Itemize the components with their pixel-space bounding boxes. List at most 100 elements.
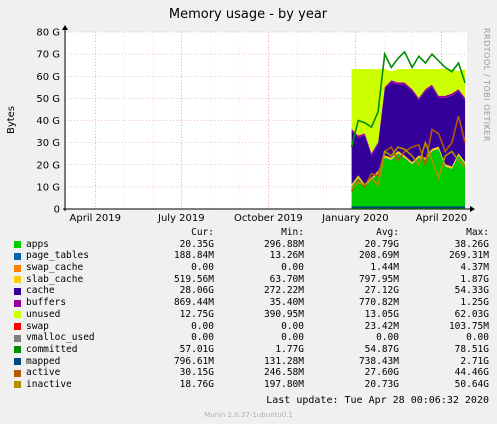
legend-label: cache — [26, 285, 55, 297]
x-tick-label: October 2019 — [234, 213, 303, 224]
legend-row-inactive: inactive 18.76G 197.80M 20.73G 50.64G — [14, 379, 489, 391]
legend-label: committed — [26, 343, 78, 355]
legend-cur: 0.00 — [191, 320, 214, 332]
legend-avg: 738.43M — [358, 355, 399, 367]
legend-swatch — [14, 369, 21, 377]
legend-min: 197.80M — [263, 378, 304, 390]
legend-min: 131.28M — [263, 355, 304, 367]
legend-row-apps: apps 20.35G 296.88M 20.79G 38.26G — [14, 239, 489, 251]
memory-chart: Memory usage - by year Bytes RRDTOOL / T… — [6, 7, 491, 224]
legend-min: 390.95M — [263, 308, 304, 320]
legend-label: apps — [26, 238, 49, 250]
y-tick-labels: 0 10 G 20 G 30 G 40 G 50 G 60 G 70 G 80 G — [36, 28, 60, 216]
x-tick-labels: April 2019 July 2019 October 2019 January 2… — [70, 213, 468, 224]
legend-avg: 27.12G — [364, 285, 399, 297]
legend-min: 296.88M — [263, 238, 304, 250]
legend-avg: 20.79G — [364, 238, 399, 250]
legend-swatch — [14, 346, 21, 354]
legend-swatch — [14, 323, 21, 330]
line-inactive — [351, 140, 466, 190]
legend-label: page_tables — [26, 250, 89, 262]
legend: Cur: Min: Avg: Max: apps 20.35G 296.88M 20.… — [14, 227, 489, 391]
legend-max: 2.71G — [460, 355, 489, 367]
legend-avg: 20.73G — [364, 378, 399, 390]
x-tick-label: April 2020 — [416, 213, 467, 224]
legend-cur: 12.75G — [179, 308, 214, 320]
legend-max: 269.31M — [448, 250, 489, 262]
legend-cur: 28.06G — [179, 285, 214, 297]
y-tick-label: 70 G — [36, 50, 60, 61]
legend-min: 0.00 — [281, 262, 304, 274]
x-tick-label: April 2019 — [70, 213, 121, 224]
x-tick-label: January 2020 — [321, 213, 389, 224]
legend-swatch — [14, 358, 21, 366]
line-committed — [350, 50, 466, 148]
legend-avg: 1.44M — [370, 262, 399, 274]
legend-max: 50.64G — [454, 378, 489, 390]
x-tick-label: July 2019 — [157, 213, 205, 224]
legend-label: buffers — [26, 297, 67, 309]
y-tick-label: 60 G — [36, 72, 60, 83]
legend-header-min: Min: — [281, 227, 304, 238]
legend-swatch — [14, 287, 21, 295]
legend-row-page-tables: page_tables 188.84M 13.26M 208.69M 269.31M — [14, 250, 489, 262]
legend-avg: 797.95M — [358, 273, 399, 285]
legend-swatch — [14, 381, 21, 389]
legend-min: 63.70M — [269, 273, 304, 285]
legend-cur: 57.01G — [179, 343, 214, 355]
y-tick-label: 50 G — [36, 94, 60, 105]
legend-row-unused: unused 12.75G 390.95M 13.05G 62.03G — [14, 309, 489, 321]
legend-max: 54.33G — [454, 285, 489, 297]
legend-label: vmalloc_used — [26, 332, 95, 344]
legend-min: 246.58M — [263, 367, 304, 379]
legend-row-committed: committed 57.01G 1.77G 54.87G 78.51G — [14, 344, 489, 356]
legend-row-mapped: mapped 796.61M 131.28M 738.43M 2.71G — [14, 356, 489, 368]
legend-header-cur: Cur: — [191, 227, 214, 238]
legend-max: 0.00 — [466, 332, 489, 344]
y-tick-label: 0 — [54, 205, 60, 216]
legend-avg: 13.05G — [364, 308, 399, 320]
legend-header: Cur: Min: Avg: Max: — [14, 227, 489, 239]
legend-max: 1.87G — [460, 273, 489, 285]
legend-label: active — [26, 367, 61, 379]
legend-row-active: active 30.15G 246.58M 27.60G 44.46G — [14, 367, 489, 379]
legend-cur: 18.76G — [179, 378, 214, 390]
legend-row-swap: swap 0.00 0.00 23.42M 103.75M — [14, 321, 489, 333]
legend-max: 78.51G — [454, 343, 489, 355]
y-tick-label: 80 G — [36, 28, 60, 39]
munin-version: Munin 2.0.37-1ubuntu0.1 — [204, 411, 293, 419]
legend-cur: 30.15G — [179, 367, 214, 379]
legend-min: 1.77G — [275, 343, 304, 355]
legend-row-slab-cache: slab_cache 519.56M 63.70M 797.95M 1.87G — [14, 274, 489, 286]
area-cache — [351, 82, 466, 185]
legend-avg: 208.69M — [358, 250, 399, 262]
legend-max: 44.46G — [454, 367, 489, 379]
legend-header-max: Max: — [466, 227, 489, 238]
chart-title: Memory usage - by year — [169, 7, 328, 22]
legend-min: 0.00 — [281, 332, 304, 344]
rrdtool-side-label: RRDTOOL / TOBI OETIKER — [482, 28, 491, 142]
stacked-areas — [351, 69, 466, 209]
legend-row-swap-cache: swap_cache 0.00 0.00 1.44M 4.37M — [14, 262, 489, 274]
legend-max: 1.25G — [460, 297, 489, 309]
y-tick-label: 40 G — [36, 116, 60, 127]
legend-max: 62.03G — [454, 308, 489, 320]
last-update: Last update: Tue Apr 28 00:06:32 2020 — [266, 395, 489, 406]
legend-swatch — [14, 299, 21, 307]
legend-cur: 519.56M — [173, 273, 214, 285]
legend-cur: 869.44M — [173, 297, 214, 309]
legend-swatch — [14, 311, 21, 319]
line-series — [350, 50, 466, 209]
legend-max: 103.75M — [448, 320, 489, 332]
legend-max: 4.37M — [460, 262, 489, 274]
legend-min: 0.00 — [281, 320, 304, 332]
x-axis-arrow — [470, 206, 475, 212]
area-apps — [351, 149, 466, 209]
legend-avg: 0.00 — [376, 332, 399, 344]
legend-label: mapped — [26, 355, 61, 367]
legend-min: 272.22M — [263, 285, 304, 297]
y-tick-label: 20 G — [36, 160, 60, 171]
legend-swatch — [14, 276, 21, 284]
y-tick-label: 10 G — [36, 182, 60, 193]
legend-rows: apps 20.35G 296.88M 20.79G 38.26G page_tables… — [14, 239, 489, 391]
